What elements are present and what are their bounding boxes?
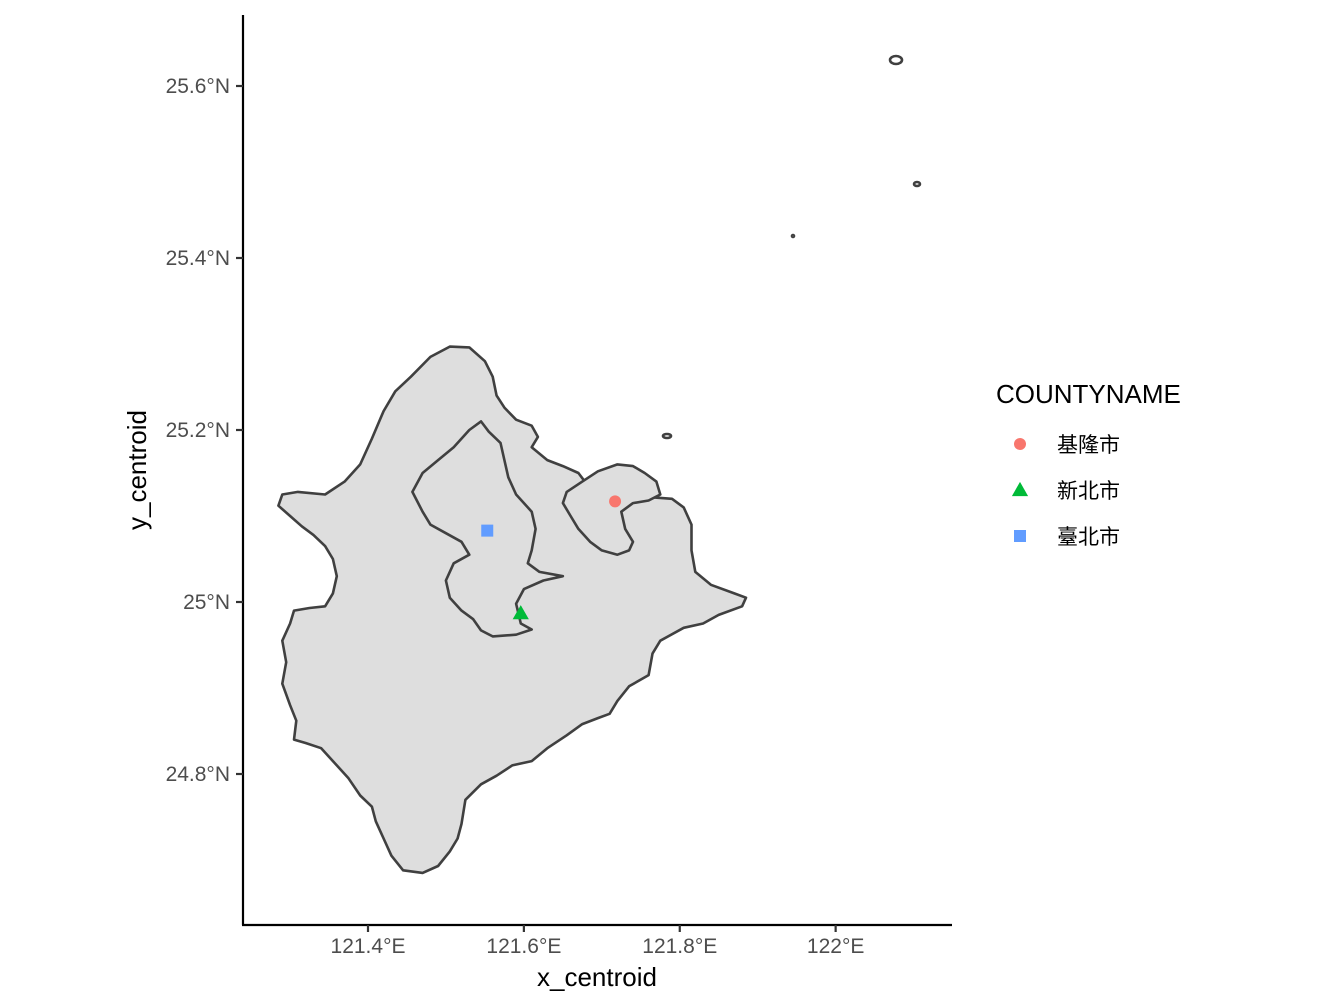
y-tick-label: 25.6°N (166, 75, 230, 98)
y-tick-label: 25°N (183, 591, 230, 614)
legend-key (1014, 438, 1026, 450)
x-tick-label: 121.4°E (331, 935, 406, 958)
centroid-marker (609, 495, 622, 508)
legend-label: 新北市 (1057, 479, 1120, 503)
x-tick-label: 121.6°E (486, 935, 561, 958)
centroid-marker (512, 605, 529, 620)
y-axis-ticks: 24.8°N 25°N 25.2°N 25.4°N 25.6°N (166, 75, 243, 786)
island-outline (888, 54, 904, 66)
legend-key (1011, 481, 1029, 497)
island-outline (912, 180, 922, 188)
y-tick-label: 24.8°N (166, 763, 230, 786)
legend-label: 臺北市 (1057, 525, 1120, 549)
centroid-markers (481, 495, 622, 620)
island-outline (790, 233, 796, 239)
x-tick-label: 121.8°E (642, 935, 717, 958)
x-axis-ticks: 121.4°E 121.6°E 121.8°E 122°E (331, 925, 864, 958)
centroid-marker (481, 524, 494, 537)
x-axis-title: x_centroid (537, 962, 657, 992)
y-tick-label: 25.2°N (166, 419, 230, 442)
keelung-boundary (561, 463, 662, 556)
legend-title: COUNTYNAME (996, 379, 1181, 409)
y-tick-label: 25.4°N (166, 247, 230, 270)
y-axis-title: y_centroid (122, 410, 152, 530)
island-outline (661, 432, 673, 440)
legend-label: 基隆市 (1057, 433, 1120, 457)
x-tick-label: 122°E (807, 935, 864, 958)
legend-key (1014, 530, 1026, 542)
